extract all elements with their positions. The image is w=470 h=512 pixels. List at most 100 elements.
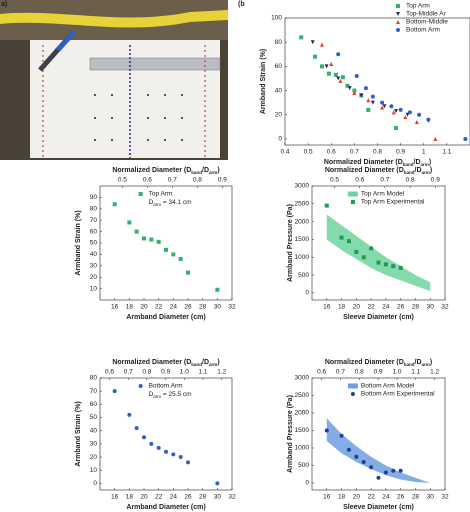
x2-axis-title-part: arm xyxy=(422,170,430,175)
x-tick-label: 22 xyxy=(367,304,375,311)
x2-axis-title-part: Normalized Diameter (D xyxy=(325,167,404,174)
marker xyxy=(138,384,143,388)
x-tick-label: 32 xyxy=(441,494,449,501)
x-axis-title: Normalized Diameter (Dband/Darm) xyxy=(324,159,431,167)
marker xyxy=(171,452,176,457)
marker xyxy=(186,270,190,275)
x-axis-title-part: Normalized Diameter (D xyxy=(324,159,403,166)
marker xyxy=(127,412,132,417)
x2-tick-label: 0.6 xyxy=(355,177,364,184)
y-tick-label: 10 xyxy=(90,285,98,292)
x-tick-label: 18 xyxy=(338,494,346,501)
x-tick-label: 0.9 xyxy=(396,149,405,156)
x2-tick-label: 0.6 xyxy=(317,369,326,376)
marker xyxy=(366,107,371,112)
y-tick-label: 60 xyxy=(90,228,98,235)
marker xyxy=(391,110,396,115)
legend-note-part: = 25.5 cm xyxy=(161,391,192,398)
y-tick-label: 40 xyxy=(90,251,98,258)
x2-axis-title-part: band xyxy=(191,170,202,175)
marker xyxy=(340,75,345,80)
legend-note-part: D xyxy=(149,391,154,398)
marker xyxy=(112,202,117,207)
marker xyxy=(142,435,146,440)
x2-axis-title-part: band xyxy=(191,362,202,367)
marker xyxy=(324,428,329,433)
x2-axis-title-part: /D xyxy=(415,359,422,366)
x2-tick-label: 0.8 xyxy=(142,369,151,376)
x-axis-title: Armband Diameter (cm) xyxy=(126,314,205,321)
marker xyxy=(398,265,403,270)
marker xyxy=(370,94,375,99)
legend-note-part: arm xyxy=(153,202,161,207)
y-tick-label: 0 xyxy=(278,136,282,143)
y-axis-title: Armband Pressure (Pa) xyxy=(287,395,294,473)
panel-label: (b xyxy=(238,1,245,8)
x2-tick-label: 0.9 xyxy=(161,369,170,376)
marker xyxy=(320,64,324,69)
y-tick-label: 20 xyxy=(90,454,98,461)
marker xyxy=(396,4,400,8)
marker xyxy=(164,449,168,454)
marker xyxy=(394,126,398,131)
marker xyxy=(336,52,341,57)
plot-frame xyxy=(311,185,446,301)
x-tick-label: 16 xyxy=(111,304,119,311)
y-tick-label: 60 xyxy=(275,63,283,70)
legend-label: Bottom Arm xyxy=(149,383,183,390)
marker xyxy=(156,445,161,450)
x-tick-label: 26 xyxy=(184,304,192,311)
marker xyxy=(338,78,343,83)
x2-axis-title-part: Normalized Diameter (D xyxy=(325,359,404,366)
x2-axis-title-part: arm xyxy=(209,170,217,175)
legend-label: Bottom Arm Experimental xyxy=(361,391,435,398)
y-tick-label: 0 xyxy=(93,480,97,487)
x2-axis-title: Normalized Diameter (Dband/Darm) xyxy=(325,167,432,175)
x-axis-title-part: band xyxy=(403,162,414,167)
y-tick-label: 30 xyxy=(90,441,98,448)
x-tick-label: 20 xyxy=(353,304,361,311)
marker xyxy=(299,35,304,40)
marker xyxy=(376,260,381,265)
marker xyxy=(370,100,375,105)
y-tick-label: 2500 xyxy=(295,392,310,399)
x-tick-label: 0.8 xyxy=(373,149,382,156)
legend-label: Top Arm xyxy=(149,191,173,198)
y-tick-label: 0 xyxy=(305,290,309,297)
marker xyxy=(347,86,352,91)
x2-tick-label: 0.9 xyxy=(431,177,440,184)
marker xyxy=(359,93,364,98)
marker xyxy=(396,20,400,24)
marker xyxy=(383,470,388,475)
plot-frame xyxy=(284,17,470,146)
x-tick-label: 0.4 xyxy=(280,149,289,156)
marker xyxy=(138,192,143,196)
y-tick-label: 2500 xyxy=(295,201,310,208)
marker xyxy=(215,287,220,292)
x2-axis-title-part: ) xyxy=(430,167,432,174)
model-band xyxy=(326,418,431,483)
x2-tick-label: 0.6 xyxy=(105,369,114,376)
x2-axis-title-part: band xyxy=(404,362,415,367)
y-tick-label: 20 xyxy=(275,111,283,118)
y-tick-label: 30 xyxy=(90,263,98,270)
marker xyxy=(134,229,139,234)
x-axis-title-part: ) xyxy=(429,159,431,166)
x-tick-label: 20 xyxy=(353,494,361,501)
x-tick-label: 0.5 xyxy=(304,149,313,156)
x2-axis-title-part: Normalized Diameter (D xyxy=(112,167,191,174)
x-axis-title: Sleeve Diameter (cm) xyxy=(343,504,414,511)
marker xyxy=(164,247,168,252)
x2-axis-title-part: Normalized Diameter (D xyxy=(112,359,191,366)
marker xyxy=(398,107,403,112)
x-axis-title: Sleeve Diameter (cm) xyxy=(343,314,414,321)
marker xyxy=(320,42,324,47)
marker xyxy=(324,64,329,69)
x-tick-label: 30 xyxy=(214,494,222,501)
marker xyxy=(352,90,357,95)
x-tick-label: 16 xyxy=(323,494,331,501)
marker xyxy=(178,455,183,460)
x2-tick-label: 0.8 xyxy=(406,177,415,184)
marker xyxy=(361,255,366,260)
marker xyxy=(329,61,334,66)
